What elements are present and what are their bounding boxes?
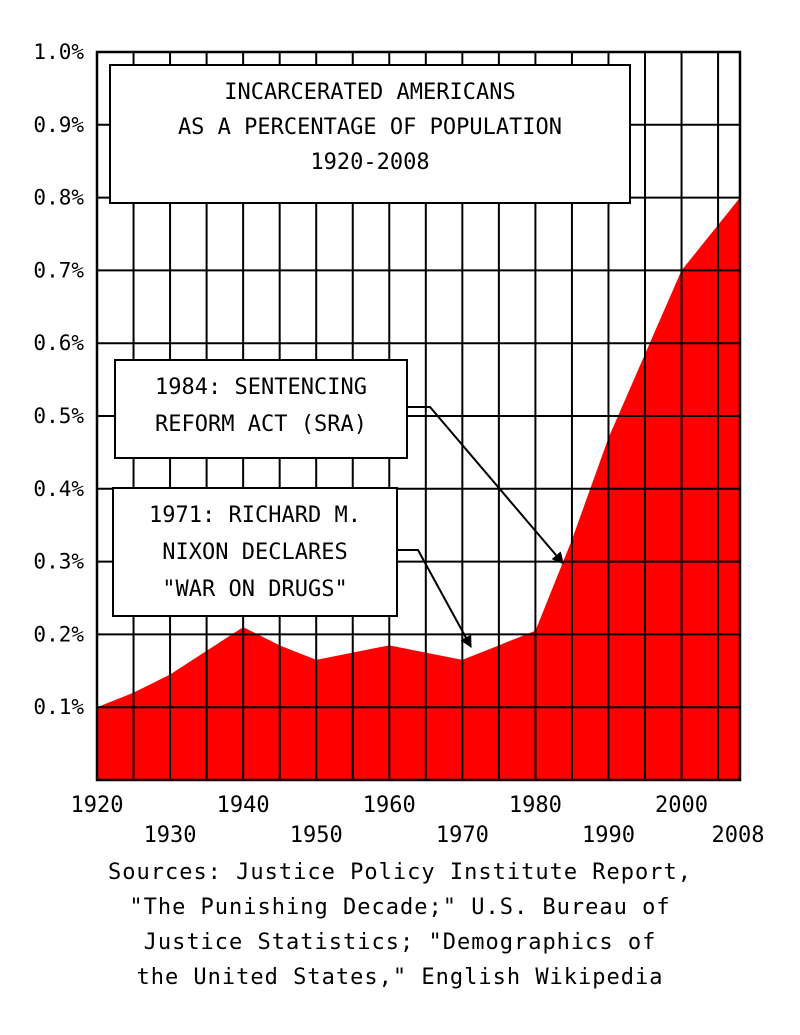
annotation-line: "WAR ON DRUGS" bbox=[162, 577, 347, 602]
chart-title-line: 1920-2008 bbox=[310, 150, 429, 175]
annotation-line: REFORM ACT (SRA) bbox=[155, 412, 367, 437]
y-tick-label: 0.1% bbox=[33, 695, 84, 719]
annotation-1984-box: 1984: SENTENCING REFORM ACT (SRA) bbox=[114, 359, 408, 459]
y-tick-label: 0.2% bbox=[33, 622, 84, 646]
y-tick-label: 0.7% bbox=[33, 258, 84, 282]
x-tick-label: 1960 bbox=[363, 793, 416, 818]
chart-title-line: AS A PERCENTAGE OF POPULATION bbox=[178, 115, 562, 140]
annotation-line: NIXON DECLARES bbox=[162, 540, 347, 565]
x-tick-label: 1980 bbox=[509, 793, 562, 818]
annotation-1971-arrow bbox=[397, 549, 472, 648]
annotation-1984-arrow bbox=[407, 406, 564, 565]
sources-line: Justice Statistics; "Demographics of bbox=[143, 930, 657, 955]
y-tick-label: 0.5% bbox=[33, 404, 84, 428]
annotation-1971-box-frame bbox=[112, 487, 398, 617]
x-tick-label: 1920 bbox=[71, 793, 124, 818]
y-tick-label: 0.8% bbox=[33, 186, 84, 210]
sources-line: the United States," English Wikipedia bbox=[136, 965, 664, 990]
annotation-line: 1971: RICHARD M. bbox=[149, 503, 361, 528]
y-tick-label: 0.4% bbox=[33, 477, 84, 501]
x-tick-label: 1930 bbox=[144, 823, 197, 848]
chart-title-box: INCARCERATED AMERICANS AS A PERCENTAGE OF… bbox=[109, 64, 631, 204]
sources-line: "The Punishing Decade;" U.S. Bureau of bbox=[129, 895, 671, 920]
y-tick-label: 0.3% bbox=[33, 550, 84, 574]
x-tick-label: 1940 bbox=[217, 793, 270, 818]
x-tick-label: 1950 bbox=[290, 823, 343, 848]
x-tick-label: 2000 bbox=[655, 793, 708, 818]
annotation-line: 1984: SENTENCING bbox=[155, 375, 367, 400]
chart-title-line: INCARCERATED AMERICANS bbox=[224, 80, 515, 105]
annotation-1984-box-frame bbox=[114, 359, 408, 459]
sources-note: Sources: Justice Policy Institute Report… bbox=[30, 855, 770, 995]
incarceration-area-chart: 0.1% 0.2% 0.3% 0.4% 0.5% 0.6% 0.7% 0.8% 0.9% 1.0%… bbox=[33, 40, 765, 848]
chart-title-box-frame bbox=[109, 64, 631, 204]
y-tick-label: 0.6% bbox=[33, 331, 84, 355]
x-tick-label: 2008 bbox=[712, 823, 765, 848]
y-tick-label: 1.0% bbox=[33, 40, 84, 64]
x-tick-label: 1990 bbox=[582, 823, 635, 848]
y-tick-label: 0.9% bbox=[33, 113, 84, 137]
plot-frame bbox=[95, 50, 742, 782]
annotation-1971-box: 1971: RICHARD M. NIXON DECLARES "WAR ON DR… bbox=[112, 487, 398, 617]
x-tick-label: 1970 bbox=[436, 823, 489, 848]
sources-line: Sources: Justice Policy Institute Report… bbox=[107, 860, 693, 885]
